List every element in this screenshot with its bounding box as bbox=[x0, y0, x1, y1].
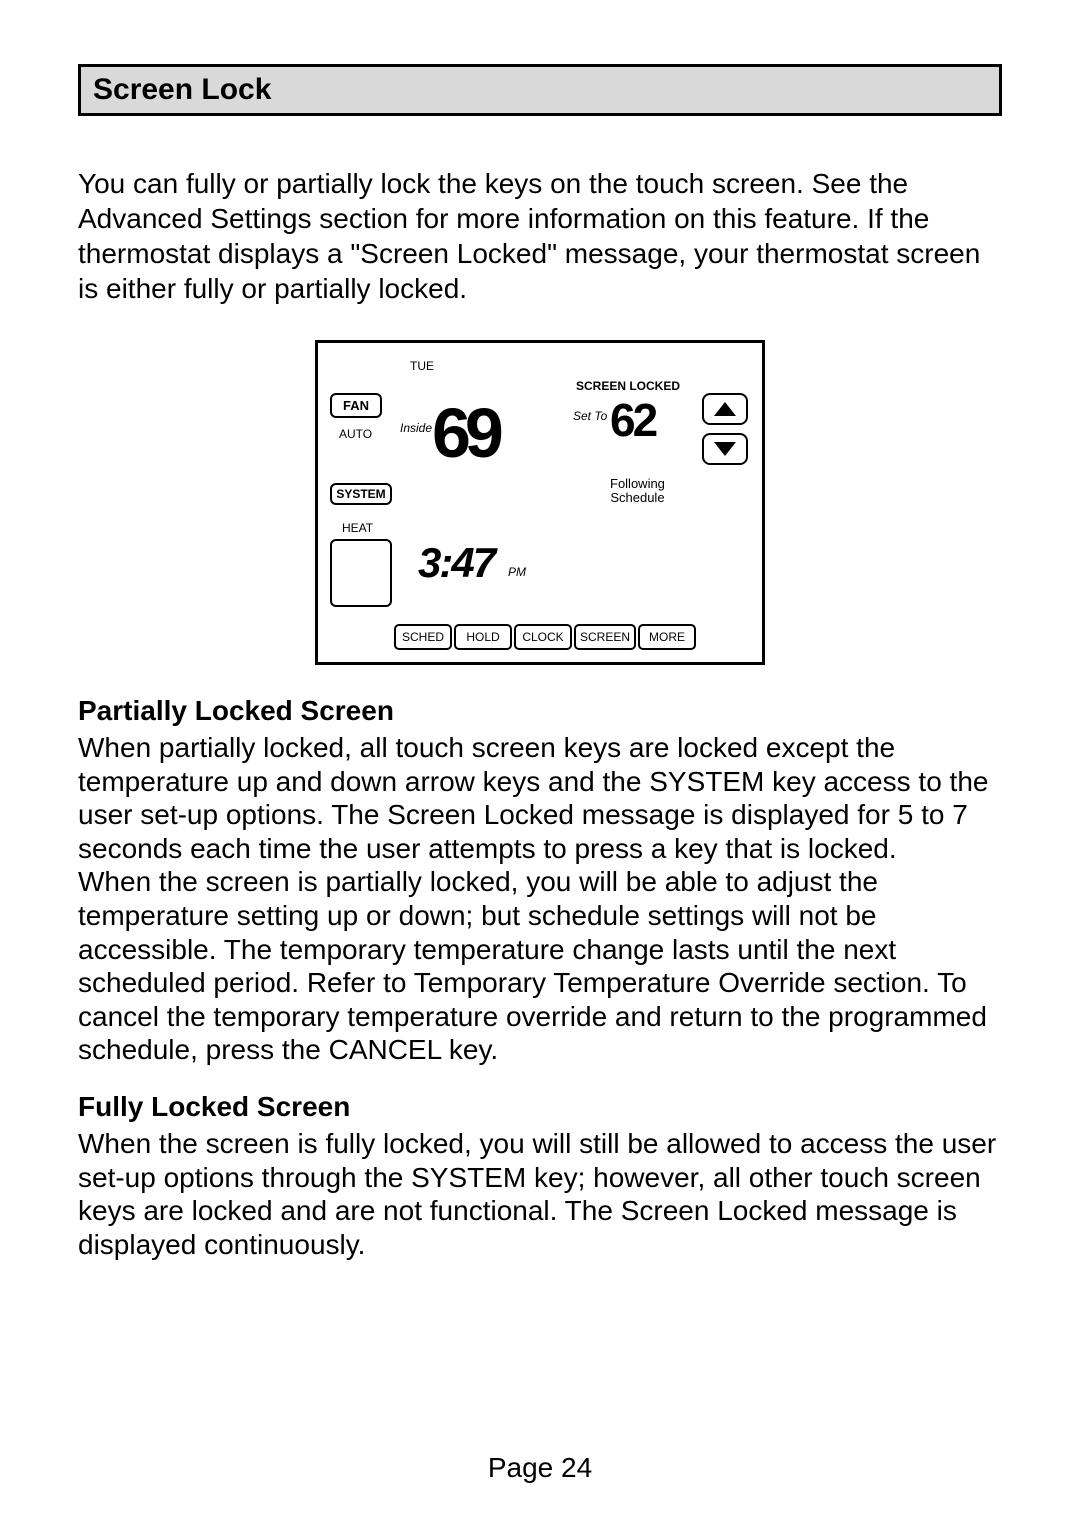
day-of-week: TUE bbox=[410, 359, 434, 373]
set-to-label: Set To bbox=[573, 409, 607, 423]
time-ampm: PM bbox=[508, 565, 526, 579]
page-number: Page 24 bbox=[0, 1452, 1080, 1484]
sched-button[interactable]: SCHED bbox=[394, 624, 452, 650]
chevron-down-icon bbox=[714, 442, 736, 456]
system-mode-label: HEAT bbox=[342, 521, 373, 535]
hold-button[interactable]: HOLD bbox=[454, 624, 512, 650]
following-schedule-label: FollowingSchedule bbox=[610, 477, 665, 506]
thermostat-figure: TUE FAN AUTO SYSTEM HEAT Inside 69 3:47 … bbox=[315, 340, 765, 665]
partial-paragraph-2: When the screen is partially locked, you… bbox=[78, 865, 1002, 1067]
temp-down-button[interactable] bbox=[702, 433, 748, 465]
system-button[interactable]: SYSTEM bbox=[330, 483, 392, 505]
more-button[interactable]: MORE bbox=[638, 624, 696, 650]
time-display: 3:47 bbox=[418, 539, 494, 587]
fully-paragraph: When the screen is fully locked, you wil… bbox=[78, 1127, 1002, 1261]
section-title: Screen Lock bbox=[78, 64, 1002, 116]
set-to-temperature: 62 bbox=[610, 393, 655, 447]
temp-up-button[interactable] bbox=[702, 393, 748, 425]
chevron-up-icon bbox=[714, 402, 736, 416]
inside-label: Inside bbox=[400, 421, 432, 435]
partial-heading: Partially Locked Screen bbox=[78, 695, 1002, 727]
fan-button[interactable]: FAN bbox=[330, 393, 382, 418]
fully-heading: Fully Locked Screen bbox=[78, 1091, 1002, 1123]
clock-button[interactable]: CLOCK bbox=[514, 624, 572, 650]
fan-mode-label: AUTO bbox=[339, 427, 372, 441]
screen-locked-message: SCREEN LOCKED bbox=[576, 379, 680, 393]
bottom-button-row: SCHED HOLD CLOCK SCREEN MORE bbox=[394, 624, 696, 650]
thermostat-screen: TUE FAN AUTO SYSTEM HEAT Inside 69 3:47 … bbox=[315, 340, 765, 665]
inside-temperature: 69 bbox=[432, 393, 498, 473]
system-box bbox=[330, 539, 392, 607]
screen-button[interactable]: SCREEN bbox=[574, 624, 636, 650]
partial-paragraph-1: When partially locked, all touch screen … bbox=[78, 731, 1002, 865]
intro-paragraph: You can fully or partially lock the keys… bbox=[78, 166, 1002, 306]
